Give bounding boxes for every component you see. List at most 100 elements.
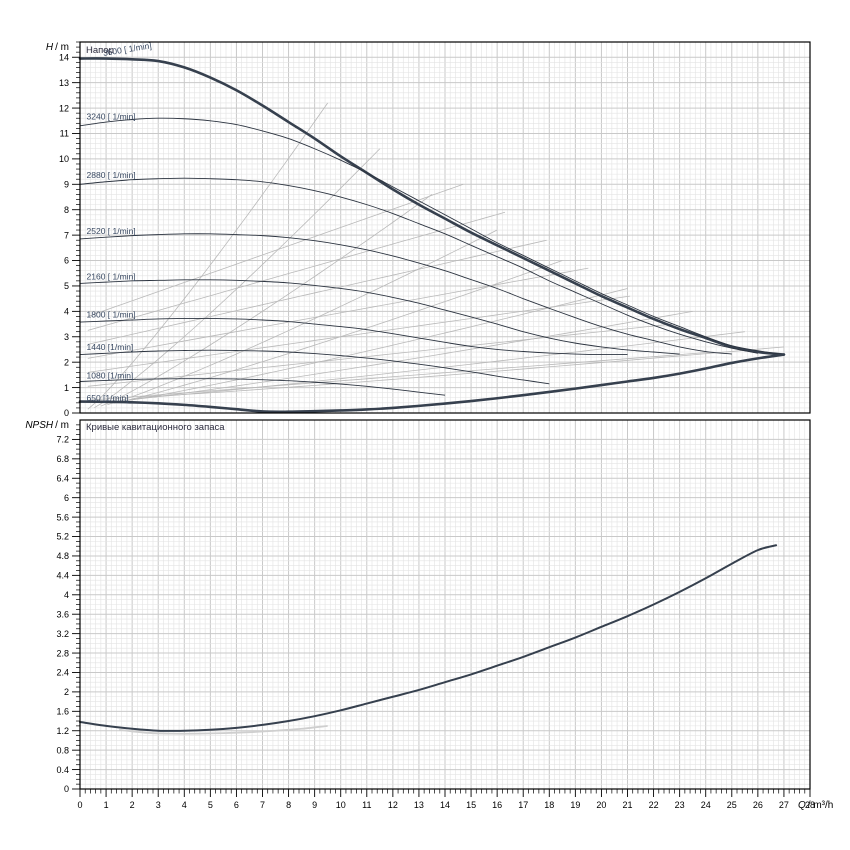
iso-efficiency-line — [87, 239, 547, 345]
speed-curve-label: 2520 [ 1/min] — [87, 226, 136, 236]
head-curve-2160 — [79, 279, 680, 355]
y-tick-label: 6 — [64, 256, 69, 266]
y-tick-label: 5 — [64, 281, 69, 291]
head-section-title: Напор — [86, 45, 114, 56]
x-tick-label: 0 — [77, 800, 82, 810]
head-curve-650 — [78, 353, 786, 414]
y-tick-label: 2.8 — [56, 648, 69, 658]
x-tick-label: 10 — [336, 800, 346, 810]
x-axis: 0 1 2 3 4 5 6 7 8 9 10 11 12 13 14 15 16 17 18 19 20 21 22 23 24… — [77, 788, 815, 810]
x-tick-label: 3 — [156, 800, 161, 810]
speed-curve-label: 1080 [1/min] — [87, 371, 134, 381]
head-curve-1800 — [79, 317, 628, 356]
speed-curve-label: 2160 [ 1/min] — [87, 272, 136, 282]
iso-efficiency-line — [126, 310, 693, 401]
y-tick-label: 4 — [64, 307, 69, 317]
iso-efficiency-line — [120, 288, 628, 402]
x-tick-label: 12 — [388, 800, 398, 810]
x-tick-label: 14 — [440, 800, 450, 810]
iso-efficiency-line — [87, 267, 589, 359]
y-tick-label: 0.8 — [56, 745, 69, 755]
head-y-axis-title: H / m — [46, 42, 69, 53]
x-tick-label: 6 — [234, 800, 239, 810]
x-tick-label: 26 — [753, 800, 763, 810]
x-tick-label: 11 — [362, 800, 371, 810]
x-tick-label: 8 — [286, 800, 291, 810]
x-tick-label: 2 — [130, 800, 135, 810]
y-tick-label: 2 — [64, 687, 69, 697]
npsh-curve — [79, 544, 778, 732]
y-tick-label: 4 — [64, 590, 69, 600]
head-speed-curves — [78, 57, 786, 414]
x-tick-label: 17 — [518, 800, 528, 810]
x-tick-label: 5 — [208, 800, 213, 810]
x-tick-label: 27 — [779, 800, 789, 810]
y-tick-label: 5.6 — [56, 512, 69, 522]
iso-efficiency-line — [87, 102, 329, 410]
x-tick-label: 13 — [414, 800, 424, 810]
y-tick-label: 3 — [64, 332, 69, 342]
iso-efficiency-line — [100, 194, 433, 407]
y-tick-label: 6.8 — [56, 454, 69, 464]
head-curve-1080 — [79, 378, 446, 396]
speed-curve-label: 3240 [ 1/min] — [87, 112, 136, 122]
npsh-panel-grid — [79, 420, 811, 790]
iso-efficiency-line — [107, 229, 498, 405]
y-tick-label: 6 — [64, 493, 69, 503]
speed-curve-label: 1800 [ 1/min] — [87, 310, 136, 320]
y-tick-label: 7.2 — [56, 435, 69, 445]
speed-curve-label: 2880 [ 1/min] — [87, 170, 136, 180]
x-tick-label: 7 — [260, 800, 265, 810]
y-tick-label: 0.4 — [56, 765, 69, 775]
speed-curve-label: 1440 [1/min] — [87, 342, 134, 352]
npsh-curve — [119, 724, 328, 735]
x-tick-label: 15 — [466, 800, 476, 810]
y-tick-label: 13 — [59, 78, 69, 88]
x-tick-label: 25 — [727, 800, 737, 810]
y-tick-label: 14 — [59, 52, 69, 62]
head-panel-frame — [79, 41, 811, 414]
y-tick-label: 1.2 — [56, 726, 69, 736]
y-tick-label: 4.4 — [56, 571, 69, 581]
head-curve-3240 — [79, 117, 784, 355]
speed-curve-label: 650 [1/min] — [87, 393, 129, 403]
y-tick-label: 6.4 — [56, 473, 69, 483]
iso-efficiency-line — [87, 183, 464, 317]
y-tick-label: 1.6 — [56, 707, 69, 717]
x-tick-label: 19 — [570, 800, 580, 810]
y-tick-label: 11 — [60, 129, 69, 139]
iso-efficiency-line — [87, 295, 631, 373]
iso-efficiency-line — [87, 351, 714, 401]
y-tick-label: 9 — [64, 180, 69, 190]
iso-efficiency-line — [87, 211, 506, 331]
y-tick-label: 0 — [64, 784, 69, 794]
head-curve-1440 — [79, 349, 550, 385]
y-tick-label: 3.2 — [56, 629, 69, 639]
y-tick-label: 7 — [64, 230, 69, 240]
x-tick-label: 24 — [701, 800, 711, 810]
y-tick-label: 8 — [64, 205, 69, 215]
npsh-curves — [79, 544, 778, 735]
x-tick-label: 16 — [492, 800, 502, 810]
y-tick-label: 0 — [64, 408, 69, 418]
x-tick-label: 21 — [622, 800, 632, 810]
y-tick-label: 10 — [59, 154, 69, 164]
head-iso-efficiency-lines — [87, 102, 784, 410]
iso-efficiency-line — [87, 323, 672, 387]
x-tick-label: 23 — [675, 800, 685, 810]
x-tick-label: 9 — [312, 800, 317, 810]
y-tick-label: 12 — [59, 103, 69, 113]
y-tick-label: 3.6 — [56, 609, 69, 619]
x-tick-label: 4 — [182, 800, 187, 810]
y-tick-label: 2 — [64, 357, 69, 367]
y-tick-label: 1 — [64, 383, 69, 393]
head-curve-3600 — [78, 57, 786, 356]
head-curve-2880 — [79, 177, 758, 354]
x-tick-label: 28 — [805, 800, 815, 810]
npsh-y-axis-ticks: 0 0.4 0.8 1.2 1.6 2 2.4 2.8 3.2 3.6 4 4.4 4.8 5.2 5.6 6… — [56, 424, 80, 794]
x-tick-label: 20 — [596, 800, 606, 810]
npsh-y-axis-title: NPSH / m — [25, 420, 69, 431]
